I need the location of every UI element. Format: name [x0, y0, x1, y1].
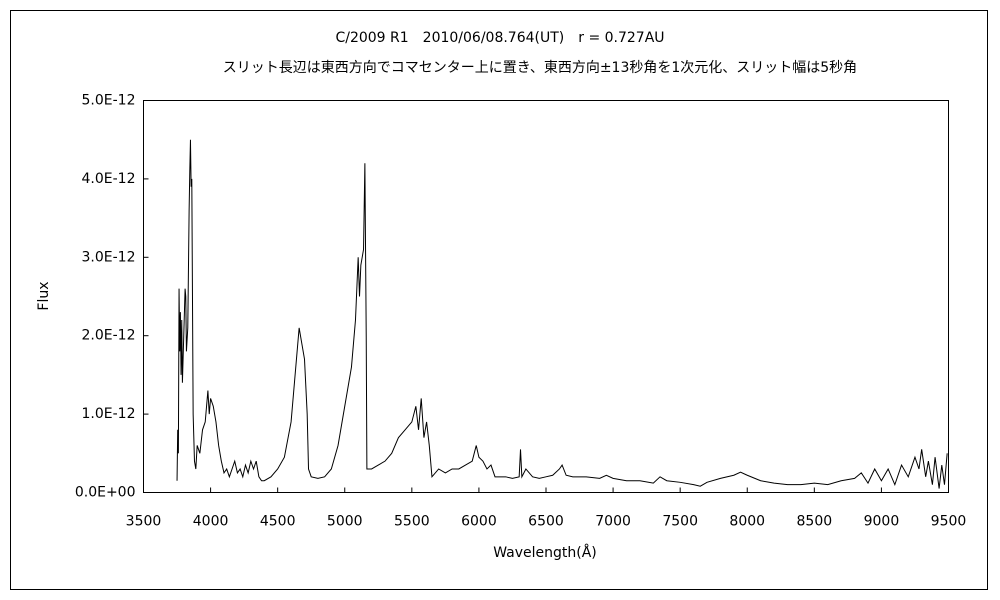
chart-border: [10, 10, 988, 590]
x-tick-label: 9000: [864, 514, 900, 530]
y-tick-label: 0.0E+00: [75, 485, 136, 501]
x-tick-label: 7000: [595, 514, 631, 530]
y-axis-label: Flux: [36, 281, 52, 310]
x-tick-label: 5000: [327, 514, 363, 530]
y-tick-label: 1.0E-12: [82, 406, 136, 422]
x-tick-label: 7500: [662, 514, 698, 530]
x-tick-label: 5500: [394, 514, 430, 530]
y-tick-label: 3.0E-12: [82, 249, 136, 265]
y-tick-label: 5.0E-12: [82, 93, 136, 109]
spectrum-line: [176, 139, 948, 489]
y-tick-label: 4.0E-12: [82, 171, 136, 187]
x-tick-label: 9500: [931, 514, 967, 530]
x-tick-label: 4500: [260, 514, 296, 530]
x-tick-label: 3500: [126, 514, 162, 530]
x-axis-label: Wavelength(Å): [493, 544, 597, 561]
x-tick-label: 8500: [797, 514, 833, 530]
x-tick-label: 8000: [729, 514, 765, 530]
chart-title: C/2009 R1 2010/06/08.764(UT) r = 0.727AU: [335, 30, 664, 46]
y-tick-label: 2.0E-12: [82, 328, 136, 344]
x-tick-label: 6000: [461, 514, 497, 530]
x-tick-label: 6500: [528, 514, 564, 530]
chart-subtitle: スリット長辺は東西方向でコマセンター上に置き、東西方向±13秒角を1次元化、スリ…: [223, 60, 857, 76]
x-tick-label: 4000: [193, 514, 229, 530]
